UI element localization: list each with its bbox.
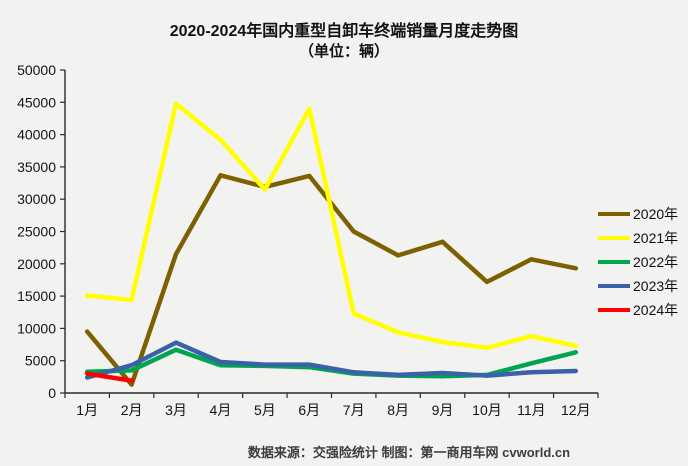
y-axis-label: 40000: [17, 127, 56, 143]
legend-label: 2024年: [633, 302, 679, 318]
x-axis-label: 5月: [254, 402, 276, 418]
x-axis-label: 9月: [432, 402, 454, 418]
series-line-2023年: [84, 340, 579, 380]
y-axis-label: 30000: [17, 191, 56, 207]
legend-line-swatch: [598, 284, 630, 288]
y-axis-label: 10000: [17, 320, 56, 336]
x-axis-label: 1月: [76, 402, 98, 418]
y-axis-label: 50000: [17, 62, 56, 78]
x-axis-label: 7月: [343, 402, 365, 418]
x-axis-label: 6月: [298, 402, 320, 418]
series-line-2024年: [84, 371, 134, 383]
y-axis-label: 35000: [17, 159, 56, 175]
legend-label: 2023年: [633, 278, 679, 294]
series-line-2021年: [84, 101, 579, 351]
legend-item-2024年: 2024年: [598, 298, 686, 322]
legend-label: 2021年: [633, 230, 679, 246]
legend-line-swatch: [598, 212, 630, 216]
chart-legend: 2020年 2021年 2022年 2023年 2024年: [598, 202, 686, 322]
x-axis-label: 11月: [517, 402, 546, 418]
legend-label: 2020年: [633, 206, 679, 222]
legend-line-swatch: [598, 236, 630, 240]
x-axis-label: 2月: [121, 402, 143, 418]
legend-label: 2022年: [633, 254, 679, 270]
legend-item-2021年: 2021年: [598, 226, 686, 250]
x-axis-label: 10月: [472, 402, 502, 418]
x-axis-label: 3月: [165, 402, 187, 418]
x-axis-label: 4月: [210, 402, 232, 418]
legend-line-swatch: [598, 260, 630, 264]
y-axis-label: 45000: [17, 94, 56, 110]
y-axis-label: 5000: [25, 353, 56, 369]
y-axis-label: 15000: [17, 288, 56, 304]
legend-item-2020年: 2020年: [598, 202, 686, 226]
y-axis-label: 25000: [17, 224, 56, 240]
x-axis-label: 8月: [387, 402, 409, 418]
chart-title: 2020-2024年国内重型自卸车终端销量月度走势图: [169, 23, 519, 40]
source-credit-text: 数据来源：交强险统计 制图：第一商用车网 cvworld.cn: [247, 445, 571, 460]
legend-item-2022年: 2022年: [598, 250, 686, 274]
legend-line-swatch: [598, 308, 630, 312]
y-axis-label: 20000: [17, 256, 56, 272]
legend-item-2023年: 2023年: [598, 274, 686, 298]
x-axis-label: 12月: [561, 402, 591, 418]
chart-subtitle: （单位：辆）: [298, 43, 389, 60]
chart-title-block: 2020-2024年国内重型自卸车终端销量月度走势图 （单位：辆）: [0, 22, 688, 61]
y-axis-label: 0: [48, 385, 56, 401]
